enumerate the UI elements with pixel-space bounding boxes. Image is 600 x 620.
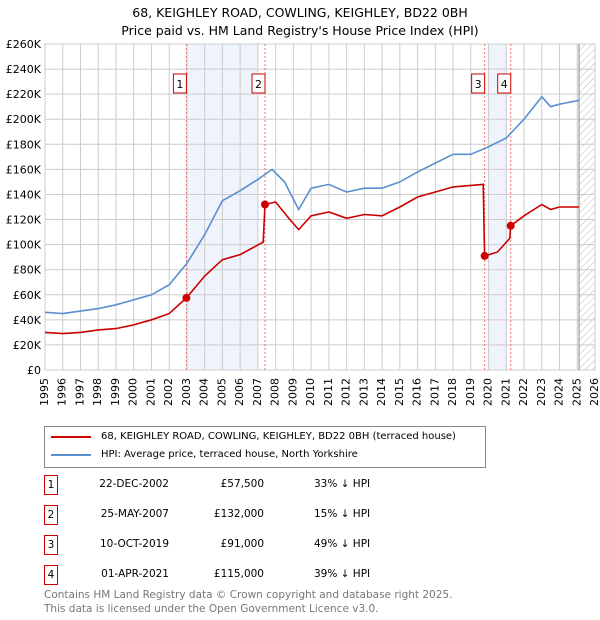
sale-point <box>506 221 515 230</box>
sale-price: £91,000 <box>220 538 264 550</box>
sale-date: 25-MAY-2007 <box>100 508 169 520</box>
x-tick-label: 2021 <box>499 378 512 406</box>
shaded-range <box>488 44 507 370</box>
sale-date: 01-APR-2021 <box>101 568 169 580</box>
chart-title: 68, KEIGHLEY ROAD, COWLING, KEIGHLEY, BD… <box>0 4 600 40</box>
y-tick-label: £180K <box>6 138 42 151</box>
x-tick-label: 1999 <box>109 378 122 406</box>
sale-hpi: 49% ↓ HPI <box>314 538 371 550</box>
sale-point <box>261 200 269 209</box>
legend-swatch <box>51 435 91 438</box>
legend: 68, KEIGHLEY ROAD, COWLING, KEIGHLEY, BD… <box>44 426 486 468</box>
sale-marker: 2 <box>44 505 58 525</box>
series-line <box>44 183 579 335</box>
y-tick-label: £20K <box>13 339 42 352</box>
y-tick-label: £80K <box>13 264 42 277</box>
x-tick-label: 2012 <box>340 378 353 406</box>
plot-frame <box>44 43 596 371</box>
x-tick-label: 2008 <box>269 378 282 406</box>
y-tick-label: £100K <box>6 239 42 252</box>
sale-marker: 4 <box>44 565 58 585</box>
legend-item-property: 68, KEIGHLEY ROAD, COWLING, KEIGHLEY, BD… <box>51 431 456 442</box>
sale-label: 2 <box>255 78 262 91</box>
x-tick-label: 1997 <box>73 378 86 406</box>
sale-label-box <box>471 73 486 94</box>
legend-item-hpi: HPI: Average price, terraced house, Nort… <box>51 449 358 460</box>
subtitle-line: Price paid vs. HM Land Registry's House … <box>121 23 479 38</box>
x-tick-label: 1995 <box>38 378 51 406</box>
sale-label-box <box>172 73 187 94</box>
x-tick-label: 2011 <box>322 378 335 406</box>
x-tick-label: 2004 <box>198 378 211 406</box>
x-tick-label: 1996 <box>56 378 69 406</box>
footer: Contains HM Land Registry data © Crown c… <box>44 588 452 616</box>
price-chart: 1995 1996 1997 1998 1999 2000 2001 2002 2003 2004… <box>6 38 600 406</box>
y-tick-label: £260K <box>6 38 42 51</box>
legend-swatch <box>51 453 91 456</box>
y-tick-label: £140K <box>6 188 42 201</box>
footer-line: Contains HM Land Registry data © Crown c… <box>44 589 453 601</box>
legend-label: 68, KEIGHLEY ROAD, COWLING, KEIGHLEY, BD… <box>101 431 456 442</box>
x-tick-label: 2025 <box>570 378 583 406</box>
footer-line: This data is licensed under the Open Gov… <box>44 603 379 615</box>
sale-date: 10-OCT-2019 <box>100 538 169 550</box>
sale-point <box>480 251 489 260</box>
sale-hpi: 33% ↓ HPI <box>314 478 371 490</box>
legend-label: HPI: Average price, terraced house, Nort… <box>101 449 358 460</box>
y-tick-label: £120K <box>6 214 42 227</box>
sale-label-box <box>251 73 266 94</box>
x-tick-label: 2023 <box>535 378 548 406</box>
sale-label: 1 <box>176 78 183 91</box>
x-tick-label: 2022 <box>517 378 530 406</box>
series-line <box>44 95 580 315</box>
x-tick-label: 2018 <box>446 378 459 406</box>
x-tick-label: 2016 <box>411 378 424 406</box>
sale-hpi: 15% ↓ HPI <box>314 508 371 520</box>
forecast-hatch <box>579 44 595 370</box>
x-tick-label: 2002 <box>162 378 175 406</box>
x-tick-label: 2001 <box>144 378 157 406</box>
sale-marker: 1 <box>44 475 58 495</box>
sale-label: 4 <box>501 78 508 91</box>
y-tick-label: £160K <box>6 163 42 176</box>
sale-marker: 3 <box>44 535 58 555</box>
y-tick-label: £0 <box>27 364 41 377</box>
x-tick-label: 2024 <box>553 378 566 406</box>
sale-point <box>182 293 191 302</box>
x-tick-label: 2020 <box>482 378 495 406</box>
x-tick-label: 2009 <box>286 378 299 406</box>
sale-label-box <box>497 73 512 94</box>
sale-price: £132,000 <box>213 508 264 520</box>
x-tick-label: 2013 <box>357 378 370 406</box>
sale-price: £115,000 <box>213 568 264 580</box>
x-tick-label: 2026 <box>588 378 600 406</box>
sale-label: 3 <box>475 78 482 91</box>
x-tick-label: 1998 <box>91 378 104 406</box>
y-tick-label: £60K <box>13 289 42 302</box>
x-tick-label: 2007 <box>251 378 264 406</box>
sale-price: £57,500 <box>220 478 264 490</box>
title-line: 68, KEIGHLEY ROAD, COWLING, KEIGHLEY, BD… <box>132 5 468 20</box>
y-tick-label: £200K <box>6 113 42 126</box>
y-tick-label: £40K <box>13 314 42 327</box>
x-tick-label: 2015 <box>393 378 406 406</box>
x-tick-label: 2003 <box>180 378 193 406</box>
x-tick-label: 2014 <box>375 378 388 406</box>
x-tick-label: 2017 <box>428 378 441 406</box>
x-tick-label: 2010 <box>304 378 317 406</box>
y-tick-label: £220K <box>6 88 42 101</box>
x-tick-label: 2005 <box>215 378 228 406</box>
x-tick-label: 2019 <box>464 378 477 406</box>
sale-date: 22-DEC-2002 <box>99 478 169 490</box>
x-tick-label: 2006 <box>233 378 246 406</box>
sale-hpi: 39% ↓ HPI <box>314 568 371 580</box>
y-tick-label: £240K <box>6 63 42 76</box>
x-tick-label: 2000 <box>127 378 140 406</box>
